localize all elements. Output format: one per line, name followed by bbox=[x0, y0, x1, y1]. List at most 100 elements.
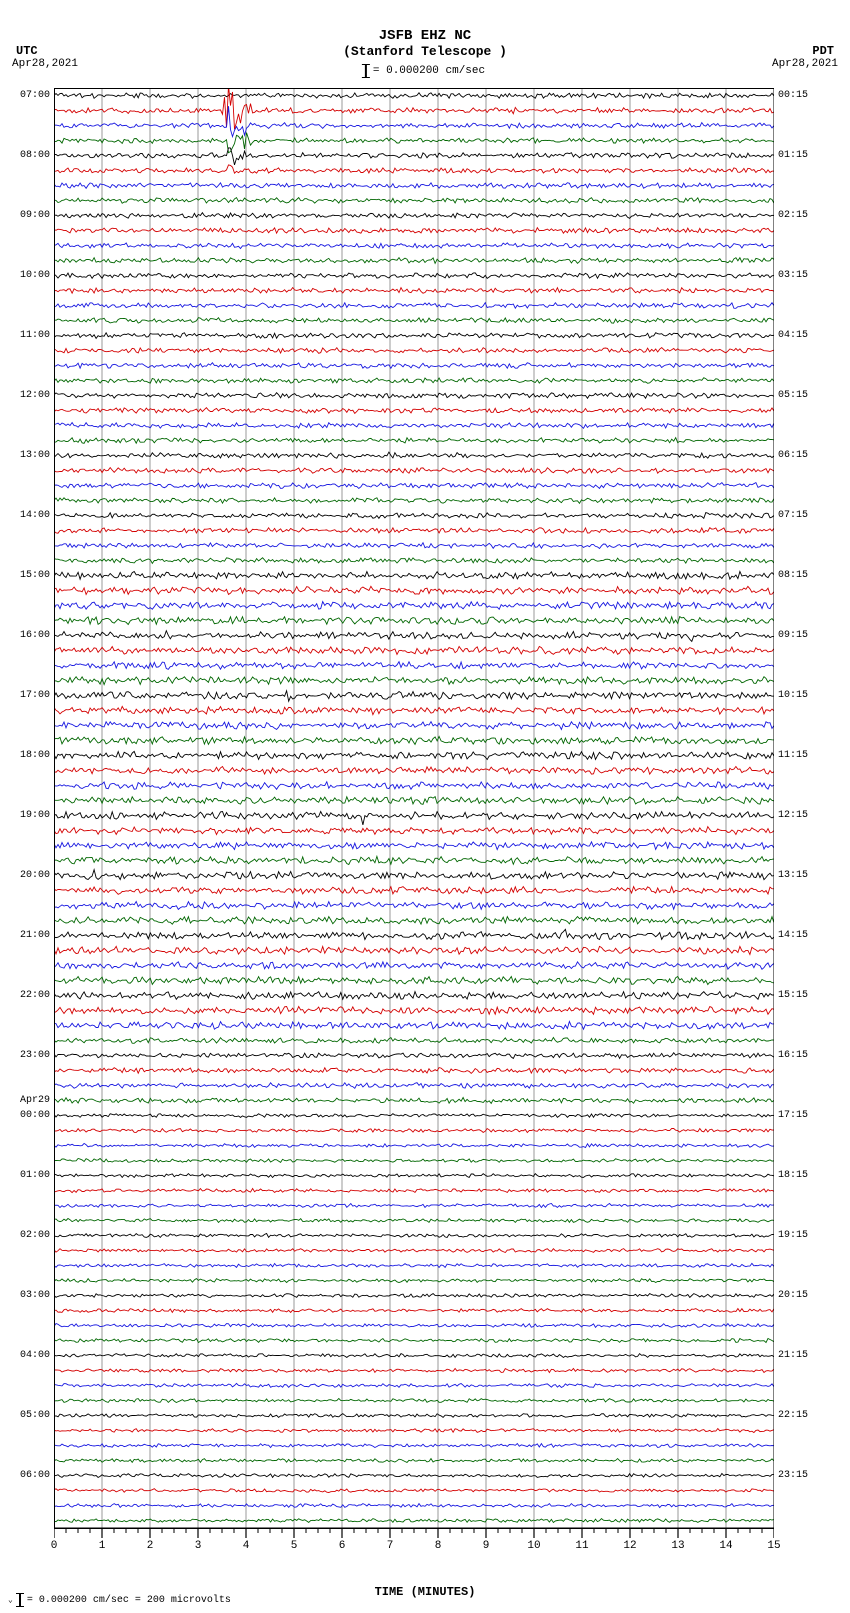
utc-time-label: 03:00 bbox=[20, 1290, 50, 1301]
xtick-label: 8 bbox=[435, 1540, 442, 1552]
date-left: Apr28,2021 bbox=[12, 58, 78, 70]
plot-title: JSFB EHZ NC (Stanford Telescope ) bbox=[0, 28, 850, 59]
title-line-1: JSFB EHZ NC bbox=[0, 28, 850, 44]
utc-time-label: 00:00 bbox=[20, 1110, 50, 1121]
utc-time-label: 10:00 bbox=[20, 270, 50, 281]
pdt-time-label: 20:15 bbox=[778, 1290, 808, 1301]
trace-row bbox=[54, 333, 774, 339]
seismogram-svg bbox=[54, 88, 774, 1566]
trace-row bbox=[54, 586, 774, 594]
pdt-time-label: 01:15 bbox=[778, 150, 808, 161]
trace-row bbox=[54, 1369, 774, 1373]
trace-row bbox=[54, 93, 774, 99]
trace-row bbox=[54, 468, 774, 474]
timezone-right: PDT bbox=[812, 44, 834, 58]
trace-row bbox=[54, 1249, 774, 1253]
xtick-label: 2 bbox=[147, 1540, 154, 1552]
footer-text: = 0.000200 cm/sec = 200 microvolts bbox=[27, 1595, 231, 1606]
vertical-gridlines bbox=[54, 88, 774, 1528]
xtick-label: 13 bbox=[671, 1540, 684, 1552]
trace-row bbox=[54, 318, 774, 323]
trace-row bbox=[54, 1114, 774, 1118]
pdt-time-label: 17:15 bbox=[778, 1110, 808, 1121]
trace-row bbox=[54, 691, 774, 701]
trace-row bbox=[54, 782, 774, 790]
trace-row bbox=[54, 1204, 774, 1208]
trace-row bbox=[54, 902, 774, 910]
utc-time-label: 11:00 bbox=[20, 330, 50, 341]
trace-row bbox=[54, 572, 774, 580]
utc-time-label: 09:00 bbox=[20, 210, 50, 221]
trace-row bbox=[54, 273, 774, 279]
pdt-time-label: 23:15 bbox=[778, 1470, 808, 1481]
utc-time-label: 02:00 bbox=[20, 1230, 50, 1241]
timezone-left: UTC bbox=[16, 44, 38, 58]
trace-row bbox=[54, 213, 774, 219]
xtick-label: 3 bbox=[195, 1540, 202, 1552]
utc-time-label: 19:00 bbox=[20, 810, 50, 821]
trace-row bbox=[54, 1504, 774, 1508]
trace-row bbox=[54, 856, 774, 864]
trace-row bbox=[54, 198, 774, 204]
pdt-time-label: 18:15 bbox=[778, 1170, 808, 1181]
trace-row bbox=[54, 513, 774, 519]
trace-row bbox=[54, 962, 774, 970]
trace-row bbox=[54, 946, 774, 954]
trace-row bbox=[54, 558, 774, 564]
pdt-time-label: 03:15 bbox=[778, 270, 808, 281]
trace-row bbox=[54, 543, 774, 549]
utc-time-label: 15:00 bbox=[20, 570, 50, 581]
xtick-label: 5 bbox=[291, 1540, 298, 1552]
trace-row bbox=[54, 528, 774, 534]
pdt-time-label: 09:15 bbox=[778, 630, 808, 641]
trace-row bbox=[54, 929, 774, 939]
trace-row bbox=[54, 767, 774, 775]
utc-date-rollover: Apr29 bbox=[20, 1095, 50, 1106]
trace-row bbox=[54, 870, 774, 880]
utc-time-label: 12:00 bbox=[20, 390, 50, 401]
trace-row bbox=[54, 1129, 774, 1133]
trace-row bbox=[54, 1324, 774, 1328]
utc-time-label: 05:00 bbox=[20, 1410, 50, 1421]
trace-row bbox=[54, 751, 774, 759]
utc-time-label: 18:00 bbox=[20, 750, 50, 761]
trace-row bbox=[54, 1219, 774, 1223]
traces bbox=[54, 88, 774, 1522]
trace-row bbox=[54, 706, 774, 714]
trace-row bbox=[54, 1022, 774, 1030]
scale-indicator: = 0.000200 cm/sec bbox=[365, 64, 485, 78]
trace-row bbox=[54, 1339, 774, 1343]
xtick-label: 14 bbox=[719, 1540, 732, 1552]
trace-row bbox=[54, 1174, 774, 1178]
utc-time-label: 13:00 bbox=[20, 450, 50, 461]
utc-time-label: 04:00 bbox=[20, 1350, 50, 1361]
trace-row bbox=[54, 438, 774, 444]
trace-row bbox=[54, 148, 774, 165]
trace-row bbox=[54, 1159, 774, 1163]
scale-bar-icon bbox=[19, 1593, 21, 1607]
pdt-time-label: 15:15 bbox=[778, 990, 808, 1001]
trace-row bbox=[54, 1053, 774, 1059]
trace-row bbox=[54, 303, 774, 309]
trace-row bbox=[54, 827, 774, 835]
seismogram-page: JSFB EHZ NC (Stanford Telescope ) = 0.00… bbox=[0, 0, 850, 1613]
trace-row bbox=[54, 452, 774, 458]
trace-row bbox=[54, 1414, 774, 1418]
trace-row bbox=[54, 1444, 774, 1448]
trace-row bbox=[54, 617, 774, 625]
trace-row bbox=[54, 1143, 774, 1147]
trace-row bbox=[54, 348, 774, 354]
trace-row bbox=[54, 1399, 774, 1403]
xtick-label: 15 bbox=[767, 1540, 780, 1552]
xtick-label: 7 bbox=[387, 1540, 394, 1552]
pdt-time-label: 22:15 bbox=[778, 1410, 808, 1421]
trace-row bbox=[54, 88, 774, 129]
xtick-label: 9 bbox=[483, 1540, 490, 1552]
xtick-label: 0 bbox=[51, 1540, 58, 1552]
trace-row bbox=[54, 1007, 774, 1015]
pdt-time-label: 10:15 bbox=[778, 690, 808, 701]
trace-row bbox=[54, 631, 774, 642]
trace-row bbox=[54, 887, 774, 895]
trace-row bbox=[54, 1309, 774, 1313]
trace-row bbox=[54, 1189, 774, 1193]
